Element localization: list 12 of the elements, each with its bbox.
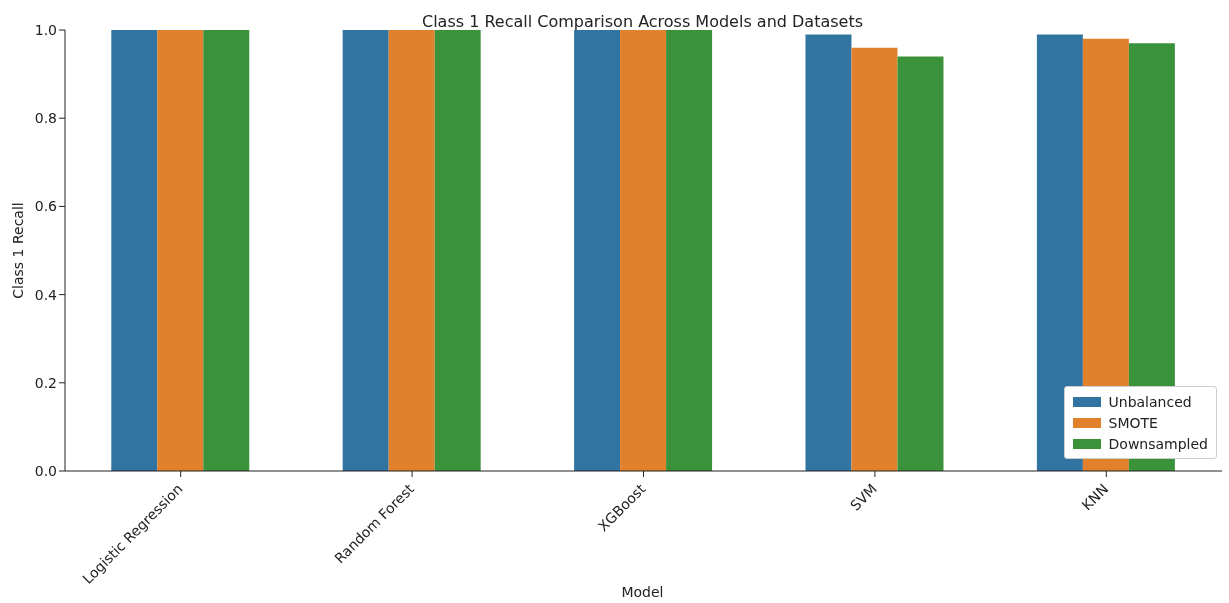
y-tick-label: 0.6: [34, 198, 58, 215]
y-tick-label: 0.0: [34, 462, 57, 479]
x-axis-title: Model: [621, 584, 664, 600]
y-axis-title: Class 1 Recall: [9, 202, 26, 299]
y-tick-label: 0.4: [34, 286, 58, 303]
chart-title: Class 1 Recall Comparison Across Models and Datasets: [421, 12, 864, 31]
y-tick-label: 0.2: [34, 374, 57, 391]
y-tick-label: 0.8: [34, 110, 57, 127]
legend-label: Downsampled: [1107, 434, 1208, 454]
y-tick-label: 1.0: [34, 21, 57, 38]
legend-label: SMOTE: [1107, 413, 1159, 433]
legend-label: Unbalanced: [1107, 392, 1193, 412]
